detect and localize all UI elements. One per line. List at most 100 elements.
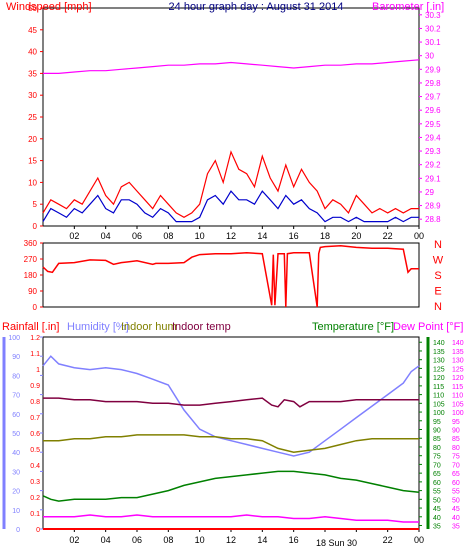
wind-tick-label: 40	[28, 48, 37, 57]
temp-tick-label: 105	[433, 401, 445, 408]
direction-tick-label: 180	[24, 271, 38, 280]
dewpoint-tick-label: 80	[452, 445, 460, 452]
rain-tick-label: 0	[36, 527, 40, 534]
rain-tick-label: 1	[36, 367, 40, 374]
rain-tick-label: 1.1	[30, 351, 40, 358]
hour-tick-label: 06	[132, 231, 142, 241]
wind-tick-label: 50	[28, 4, 37, 13]
dewpoint-tick-label: 120	[452, 375, 464, 382]
temp-tick-label: 45	[433, 506, 441, 513]
temp-tick-label: 125	[433, 366, 445, 373]
dewpoint-tick-label: 105	[452, 401, 464, 408]
hour-tick-label: 04	[101, 231, 111, 241]
rain-tick-label: 0.1	[30, 511, 40, 518]
compass-letter: S	[434, 270, 441, 282]
baro-tick-label: 28.8	[425, 215, 441, 224]
temp-tick-label: 65	[433, 471, 441, 478]
humidity-tick-label: 80	[12, 373, 20, 380]
direction-tick-label: 270	[24, 255, 38, 264]
rain-tick-label: 0.8	[30, 399, 40, 406]
temp-tick-label: 110	[433, 393, 444, 400]
hour-tick-label: 12	[226, 535, 236, 545]
dewpoint-tick-label: 40	[452, 515, 460, 522]
hour-tick-label: 04	[101, 535, 111, 545]
dewpoint-tick-label: 45	[452, 506, 460, 513]
temp-tick-label: 80	[433, 445, 441, 452]
temp-tick-label: 95	[433, 419, 441, 426]
baro-tick-label: 29.7	[425, 93, 441, 102]
baro-tick-label: 29.3	[425, 147, 441, 156]
compass-letter: W	[433, 255, 444, 267]
baro-tick-label: 29.2	[425, 161, 441, 170]
dewpoint-legend: Dew Point [°F]	[393, 321, 463, 333]
humidity-tick-label: 0	[16, 527, 20, 534]
temp-tick-label: 90	[433, 428, 441, 435]
barometer-line	[43, 59, 420, 75]
temp-tick-label: 50	[433, 497, 441, 504]
dewpoint-tick-label: 135	[452, 349, 464, 356]
dewpoint-tick-label: 100	[452, 410, 464, 417]
temp-tick-label: 85	[433, 436, 441, 443]
baro-tick-label: 29	[425, 188, 434, 197]
wind-tick-label: 30	[28, 91, 37, 100]
rain-tick-label: 0.9	[30, 383, 40, 390]
dewpoint-tick-label: 95	[452, 419, 460, 426]
hour-tick-label: 08	[163, 231, 173, 241]
dewpoint-tick-label: 115	[452, 384, 463, 391]
wind-direction-plot-area	[42, 242, 420, 308]
barometer-axis-label: Barometer [.in]	[372, 1, 444, 13]
baro-tick-label: 29.5	[425, 120, 441, 129]
baro-tick-label: 28.9	[425, 202, 441, 211]
dewpoint-tick-label: 70	[452, 462, 460, 469]
wind-tick-label: 5	[33, 200, 38, 209]
indoor-hum-legend: Indoor hum	[121, 321, 177, 333]
humidity-tick-label: 40	[12, 450, 20, 457]
dewpoint-tick-label: 55	[452, 489, 460, 496]
hour-tick-label: 02	[69, 535, 79, 545]
wind-tick-label: 45	[28, 26, 37, 35]
indoor_temp-line	[43, 397, 419, 408]
wind-tick-label: 15	[28, 157, 37, 166]
humidity-tick-label: 60	[12, 412, 20, 419]
wind-tick-label: 0	[33, 222, 38, 231]
gust-line	[42, 150, 419, 218]
hour-tick-label: 14	[257, 231, 267, 241]
humidity-line	[42, 355, 420, 457]
temp-tick-label: 40	[433, 515, 441, 522]
humidity-tick-label: 10	[12, 508, 20, 515]
humidity-tick-label: 90	[12, 354, 20, 361]
dewpoint-tick-label: 130	[452, 358, 464, 365]
wind-tick-label: 20	[28, 135, 37, 144]
direction-tick-label: 90	[28, 287, 37, 296]
baro-tick-label: 29.6	[425, 106, 441, 115]
dewpoint-tick-label: 75	[452, 454, 460, 461]
hour-tick-label: 16	[289, 535, 299, 545]
wind-line	[42, 190, 419, 223]
humidity-tick-label: 30	[12, 469, 20, 476]
indoor-temp-legend: Indoor temp	[172, 321, 231, 333]
dewpoint-tick-label: 35	[452, 524, 460, 531]
rain-tick-label: 0.4	[30, 463, 40, 470]
temp-tick-label: 60	[433, 480, 441, 487]
wind-baro-plot-area	[42, 7, 420, 227]
rain-tick-label: 1.2	[30, 335, 40, 342]
baro-tick-label: 30.2	[425, 24, 441, 33]
temp-tick-label: 140	[433, 340, 445, 347]
baro-tick-label: 30.3	[425, 11, 441, 20]
dewpoint-tick-label: 60	[452, 480, 460, 487]
humidity-tick-label: 20	[12, 489, 20, 496]
hour-tick-label: 18	[320, 231, 330, 241]
temp-hum-plot-area	[42, 336, 420, 530]
temp-tick-label: 115	[433, 384, 444, 391]
indoor_hum-line	[43, 434, 419, 453]
rain-tick-label: 0.6	[30, 431, 40, 438]
dewpoint-tick-label: 65	[452, 471, 460, 478]
chart-title: 24 hour graph day : August 31 2014	[169, 1, 344, 13]
temperature-line	[42, 470, 420, 502]
hour-tick-label: 10	[195, 535, 205, 545]
rain-tick-label: 0.3	[30, 479, 40, 486]
humidity-legend: Humidity [%]	[67, 321, 129, 333]
dew_point-line	[43, 514, 419, 523]
compass-letter: N	[434, 301, 442, 313]
hour-tick-label: 12	[226, 231, 236, 241]
